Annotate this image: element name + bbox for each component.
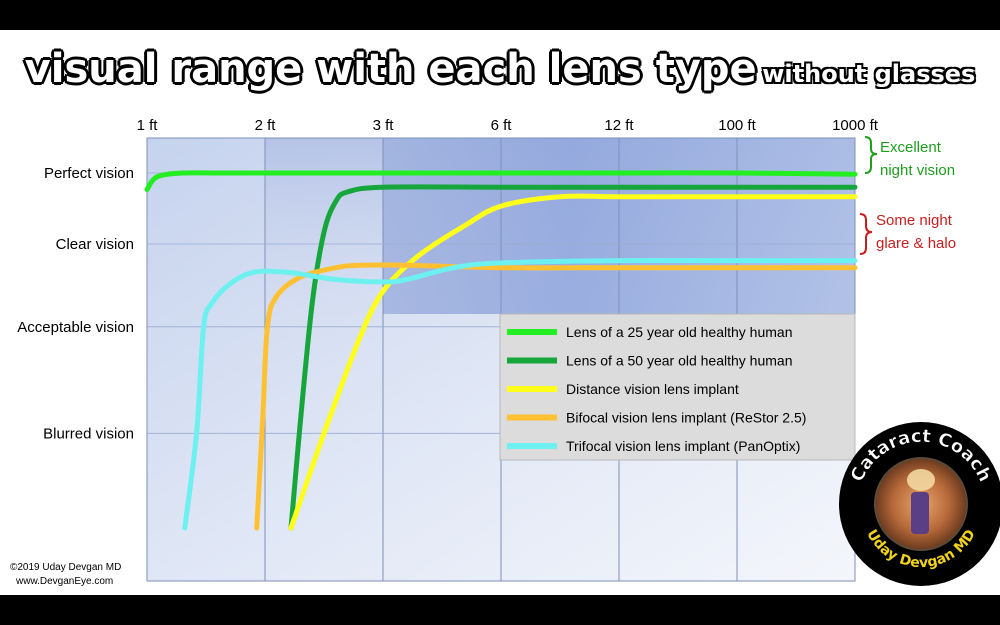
x-tick-label: 12 ft (604, 117, 634, 134)
x-tick-label: 1 ft (137, 117, 159, 134)
annotation-glare: Some night glare & halo (859, 212, 956, 255)
y-level-label: Blurred vision (43, 425, 134, 442)
series-line (182, 257, 858, 531)
legend-box (499, 313, 856, 461)
legend-label: Lens of a 25 year old healthy human (566, 324, 793, 340)
legend-label: Trifocal vision lens implant (PanOptix) (566, 438, 800, 454)
y-level-label: Perfect vision (44, 165, 134, 182)
bracket-excellent-icon (864, 136, 878, 174)
x-tick-label: 3 ft (373, 117, 395, 134)
legend-label: Lens of a 50 year old healthy human (566, 353, 793, 369)
annotation-glare-line1: Some night (876, 212, 953, 229)
legend: Lens of a 25 year old healthy human Lens … (499, 313, 856, 461)
legend-label: Distance vision lens implant (566, 381, 739, 397)
series-lines (144, 170, 858, 531)
series-line (288, 184, 858, 531)
series-line (254, 262, 858, 531)
credit-copyright: ©2019 Uday Devgan MD (10, 562, 121, 573)
y-level-label: Clear vision (56, 236, 134, 253)
title-sub: without glasses (762, 60, 976, 88)
x-tick-label: 2 ft (255, 117, 277, 134)
bracket-glare-icon (859, 213, 873, 255)
credit-website: www.DevganEye.com (15, 576, 113, 587)
annotation-excellent-line2: night vision (880, 162, 955, 179)
x-tick-label: 100 ft (718, 117, 756, 134)
annotation-excellent: Excellent night vision (864, 136, 955, 179)
x-tick-label: 1000 ft (832, 117, 879, 134)
annotation-glare-line2: glare & halo (876, 235, 956, 252)
series-line (144, 170, 858, 193)
legend-label: Bifocal vision lens implant (ReStor 2.5) (566, 410, 806, 426)
y-axis-levels: Perfect vision Clear vision Acceptable vis… (17, 165, 134, 442)
series-line (288, 193, 858, 531)
x-tick-label: 6 ft (491, 117, 513, 134)
vision-range-chart: 1 ft 2 ft 3 ft 6 ft 12 ft 100 ft 1000 ft Perfe… (10, 117, 1000, 587)
y-level-label: Acceptable vision (17, 319, 134, 336)
title-main: visual range with each lens type (24, 46, 757, 92)
cataract-coach-logo: Cataract Coach Uday Devgan MD (839, 422, 1000, 586)
x-axis-ticks: 1 ft 2 ft 3 ft 6 ft 12 ft 100 ft 1000 ft (137, 117, 879, 134)
logo-highlight-icon (907, 469, 935, 491)
slide-title: visual range with each lens type without… (0, 46, 1000, 92)
logo-figure-icon (911, 492, 929, 534)
legend-items: Lens of a 25 year old healthy human Lens … (507, 324, 806, 454)
slide: visual range with each lens type without… (0, 30, 1000, 595)
annotation-excellent-line1: Excellent (880, 139, 942, 156)
